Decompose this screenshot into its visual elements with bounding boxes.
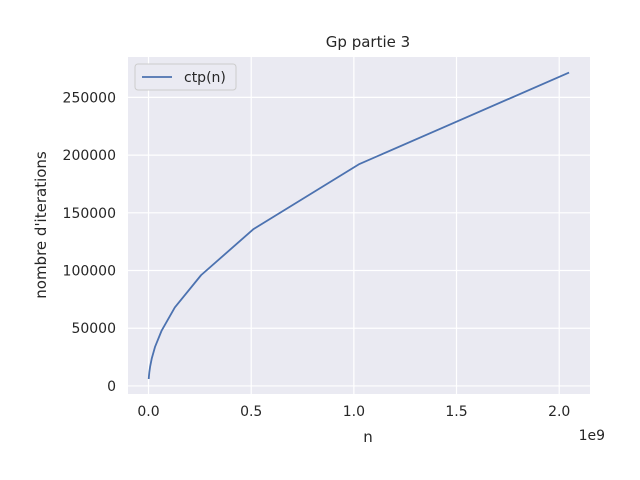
y-tick-label: 250000 xyxy=(63,90,116,106)
legend-box xyxy=(134,63,237,91)
x-gridlines xyxy=(147,57,560,394)
y-tick-labels: 0 50000 100000 150000 200000 250000 xyxy=(63,90,116,395)
x-tick-label: 0.0 xyxy=(137,404,159,420)
x-tick-label: 0.5 xyxy=(240,404,262,420)
legend-label-ctp: ctp(n) xyxy=(184,70,226,86)
series-layer xyxy=(147,71,570,380)
y-gridlines xyxy=(128,96,590,387)
x-tick-label: 1.0 xyxy=(343,404,365,420)
y-tick-label: 200000 xyxy=(63,148,116,164)
y-tick-label: 150000 xyxy=(63,206,116,222)
legend: ctp(n) xyxy=(134,63,237,91)
x-tick-label: 1.5 xyxy=(445,404,467,420)
y-tick-label: 50000 xyxy=(71,321,116,337)
plot-background xyxy=(128,57,590,394)
x-tick-labels: 0.0 0.5 1.0 1.5 2.0 xyxy=(137,404,570,420)
chart-title: Gp partie 3 xyxy=(326,33,410,51)
x-axis-label: n xyxy=(363,428,373,446)
series-line-0 xyxy=(147,71,570,380)
y-tick-label: 0 xyxy=(107,379,116,395)
y-axis-label: nombre d'iterations xyxy=(32,151,50,299)
y-tick-label: 100000 xyxy=(63,264,116,280)
x-tick-label: 2.0 xyxy=(548,404,570,420)
x-offset-label: 1e9 xyxy=(579,428,605,444)
